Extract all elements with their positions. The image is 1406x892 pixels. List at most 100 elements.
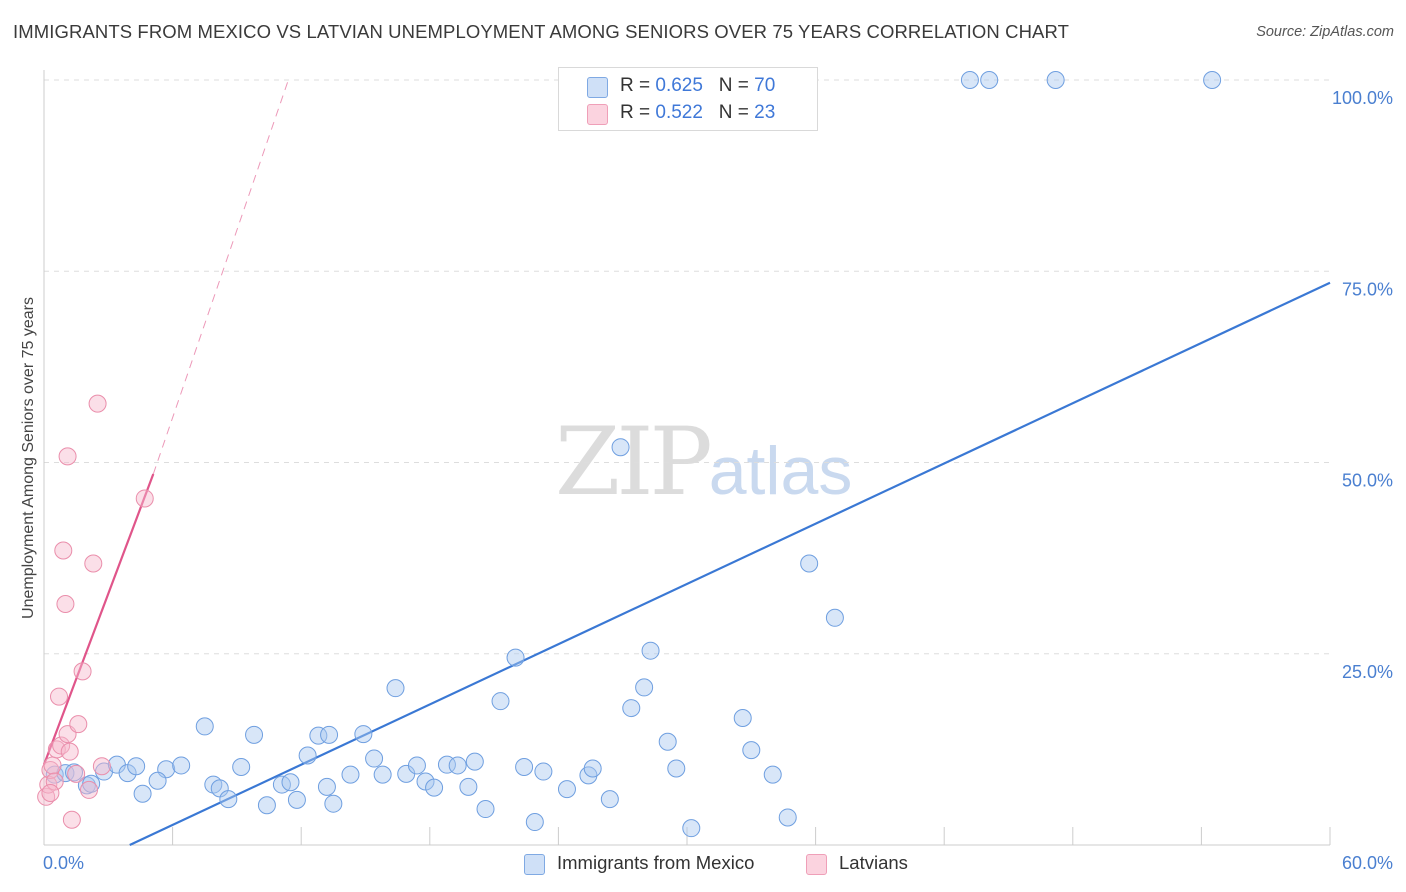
- watermark: ZIPatlas: [555, 408, 852, 517]
- legend-r-label-latvians: R =: [620, 102, 656, 123]
- mexico-point-9: [133, 784, 152, 803]
- y-tick-label-0: 25.0%: [1342, 662, 1393, 682]
- trend-line-mexico: [129, 281, 1331, 846]
- trend-line-latvians: [42, 473, 155, 766]
- mexico-point-21: [281, 773, 300, 792]
- mexico-point-41: [476, 800, 495, 819]
- legend-text-latvians: R = 0.522 N = 23: [620, 102, 775, 124]
- mexico-point-31: [373, 765, 392, 784]
- mexico-point-57: [682, 819, 701, 838]
- latvians-point-21: [135, 489, 154, 508]
- bottom-swatch-mexico: [524, 854, 545, 875]
- mexico-point-56: [667, 759, 686, 778]
- latvians-point-8: [54, 541, 73, 560]
- latvians-point-2: [41, 761, 60, 780]
- latvians-point-6: [50, 687, 69, 706]
- mexico-point-26: [317, 777, 336, 796]
- mexico-point-19: [257, 796, 276, 815]
- mexico-point-53: [635, 678, 654, 697]
- legend: R = 0.625 N = 70 R = 0.522 N = 23: [558, 67, 818, 131]
- mexico-point-52: [622, 699, 641, 718]
- mexico-point-49: [583, 759, 602, 778]
- axis-labels: 25.0% 50.0% 75.0% 100.0% 0.0% 60.0% Unemployme…: [20, 88, 1393, 873]
- legend-r-value-latvians: 0.522: [655, 102, 703, 123]
- mexico-point-63: [825, 608, 844, 627]
- y-tick-label-3: 100.0%: [1332, 88, 1393, 108]
- latvians-point-13: [62, 810, 81, 829]
- latvians-point-15: [69, 715, 88, 734]
- mexico-point-36: [425, 778, 444, 797]
- mexico-point-13: [195, 717, 214, 736]
- mexico-point-55: [658, 732, 677, 751]
- legend-text-mexico: R = 0.625 N = 70: [620, 75, 775, 97]
- legend-n-value-mexico: 70: [754, 75, 776, 96]
- points-latvians: [37, 394, 154, 829]
- mexico-point-46: [534, 762, 553, 781]
- latvians-point-10: [58, 447, 77, 466]
- y-tick-label-1: 50.0%: [1342, 471, 1393, 491]
- mexico-point-62: [800, 554, 819, 573]
- mexico-point-45: [525, 813, 544, 832]
- mexico-point-22: [287, 790, 306, 809]
- latvians-point-4: [45, 772, 64, 791]
- mexico-point-32: [386, 679, 405, 698]
- mexico-point-43: [506, 648, 525, 667]
- mexico-point-34: [407, 756, 426, 775]
- mexico-point-61: [778, 808, 797, 827]
- mexico-point-30: [365, 749, 384, 768]
- mexico-point-25: [320, 725, 339, 744]
- legend-swatch-latvians: [587, 104, 608, 125]
- mexico-point-8: [127, 757, 146, 776]
- trend-lines: [42, 79, 1331, 846]
- latvians-point-9: [56, 595, 75, 614]
- latvians-point-20: [92, 757, 111, 776]
- mexico-point-23: [298, 746, 317, 765]
- latvians-point-22: [41, 783, 60, 802]
- legend-r-value-mexico: 0.625: [655, 75, 703, 96]
- legend-swatch-mexico: [587, 77, 608, 98]
- mexico-point-47: [557, 780, 576, 799]
- mexico-point-16: [219, 790, 238, 809]
- latvians-point-17: [80, 780, 99, 799]
- axes: [43, 70, 1331, 846]
- y-axis-label: Unemployment Among Seniors over 75 years: [20, 297, 37, 619]
- latvians-point-16: [73, 662, 92, 681]
- grid-lines: [44, 79, 1330, 655]
- mexico-point-50: [600, 790, 619, 809]
- mexico-point-44: [515, 757, 534, 776]
- mexico-point-11: [148, 771, 167, 790]
- bottom-label-mexico: Immigrants from Mexico: [557, 852, 755, 873]
- mexico-point-60: [763, 765, 782, 784]
- points-mexico: [45, 71, 1222, 838]
- latvians-point-3: [43, 756, 62, 775]
- mexico-point-51: [611, 438, 630, 457]
- mexico-point-17: [232, 757, 251, 776]
- mexico-point-28: [341, 765, 360, 784]
- source-label: Source: ZipAtlas.com: [1256, 24, 1394, 40]
- latvians-point-11: [60, 742, 79, 761]
- mexico-point-39: [459, 777, 478, 796]
- mexico-point-59: [742, 741, 761, 760]
- mexico-point-65: [980, 71, 999, 89]
- mexico-point-29: [354, 725, 373, 744]
- bottom-label-latvians: Latvians: [839, 852, 908, 873]
- mexico-point-54: [641, 641, 660, 660]
- mexico-point-27: [324, 794, 343, 813]
- latvians-point-14: [67, 764, 86, 783]
- watermark-atlas: atlas: [708, 433, 853, 509]
- y-tick-label-2: 75.0%: [1342, 279, 1393, 299]
- latvians-point-19: [88, 394, 107, 413]
- mexico-point-38: [448, 756, 467, 775]
- legend-n-label-latvians: N =: [718, 102, 755, 123]
- trend-line-latvians-extension: [152, 79, 289, 475]
- legend-r-label-mexico: R =: [620, 75, 656, 96]
- mexico-point-40: [465, 752, 484, 771]
- chart-title: IMMIGRANTS FROM MEXICO VS LATVIAN UNEMPL…: [13, 21, 1069, 42]
- mexico-point-66: [1046, 71, 1065, 89]
- mexico-point-18: [245, 725, 264, 744]
- mexico-point-12: [172, 756, 191, 775]
- x-tick-label-0: 0.0%: [43, 853, 84, 873]
- legend-n-value-latvians: 23: [754, 102, 776, 123]
- bottom-swatch-latvians: [806, 854, 827, 875]
